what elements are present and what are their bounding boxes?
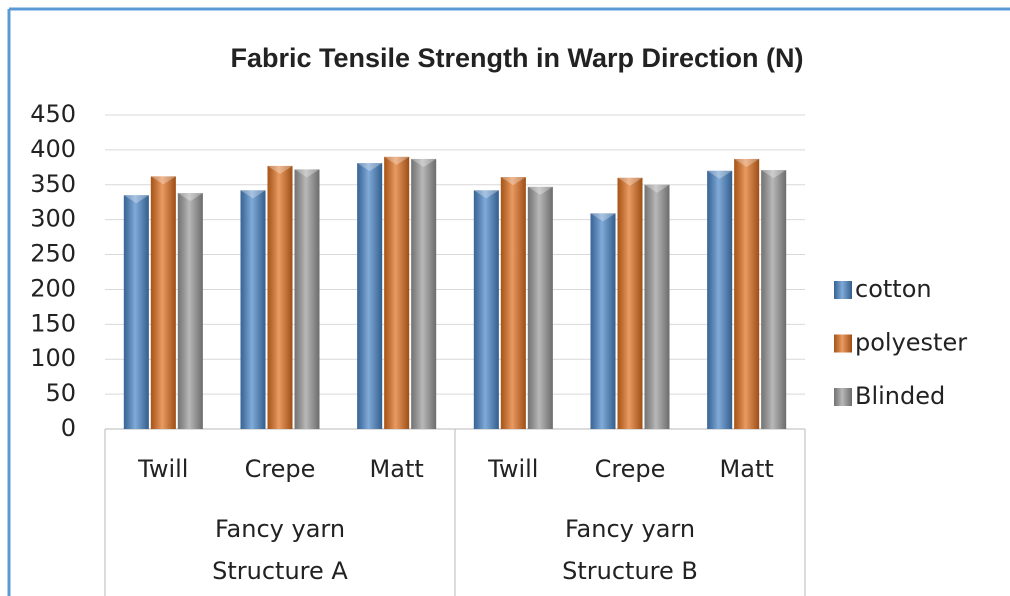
y-tick-label: 150	[30, 309, 76, 337]
bar	[150, 176, 176, 429]
bar	[240, 190, 266, 429]
y-tick-label: 350	[30, 170, 76, 198]
legend-swatch-shine	[834, 334, 852, 353]
legend-swatch-shine	[834, 281, 852, 299]
x-tick-label: Twill	[487, 455, 538, 483]
y-tick-label: 200	[30, 274, 76, 302]
bar-cap	[411, 158, 437, 167]
bar	[707, 170, 733, 430]
legend-swatch-shine	[834, 388, 852, 406]
y-tick-label: 400	[30, 135, 76, 163]
y-tick-label: 300	[30, 205, 76, 233]
bar	[500, 177, 526, 429]
bar-cap	[123, 195, 149, 204]
bar-cap	[761, 170, 787, 179]
bar	[177, 193, 203, 429]
bar-cap	[590, 213, 616, 222]
y-tick-label: 50	[45, 379, 76, 407]
x-tick-label: Matt	[720, 455, 774, 483]
bar-cap	[150, 176, 176, 185]
group-label: Fancy yarn	[215, 515, 345, 543]
group-label: Structure A	[212, 557, 348, 585]
legend-label: Blinded	[855, 382, 945, 410]
y-tick-label: 0	[61, 414, 76, 442]
bar-cap	[267, 165, 293, 174]
y-tick-label: 450	[30, 100, 76, 128]
bar-cap	[294, 169, 320, 178]
bar-cap	[473, 190, 499, 199]
bar	[527, 186, 553, 429]
bar-cap	[734, 158, 760, 167]
bar-cap	[500, 177, 526, 186]
bar	[590, 213, 616, 429]
bar	[267, 165, 293, 429]
bar	[617, 177, 643, 429]
legend-label: polyester	[855, 329, 967, 357]
bar	[357, 163, 383, 429]
group-label: Structure B	[562, 557, 698, 585]
bar	[473, 190, 499, 429]
bar-cap	[707, 170, 733, 179]
x-tick-label: Twill	[137, 455, 188, 483]
x-tick-label: Crepe	[245, 455, 316, 483]
group-label: Fancy yarn	[565, 515, 695, 543]
x-tick-label: Matt	[370, 455, 424, 483]
bar-cap	[617, 177, 643, 186]
bar	[123, 195, 149, 429]
y-tick-label: 250	[30, 240, 76, 268]
x-tick-label: Crepe	[595, 455, 666, 483]
bar	[734, 158, 760, 429]
y-tick-label: 100	[30, 344, 76, 372]
legend-label: cotton	[855, 275, 932, 303]
bar	[294, 169, 320, 429]
bar	[644, 184, 670, 429]
bar	[761, 170, 787, 429]
bar-cap	[384, 156, 410, 165]
chart-title: Fabric Tensile Strength in Warp Directio…	[230, 43, 803, 73]
bar	[411, 158, 437, 429]
bar-cap	[240, 190, 266, 199]
bar	[384, 156, 410, 429]
bar-cap	[527, 186, 553, 195]
bar-cap	[177, 193, 203, 202]
bar-cap	[644, 184, 670, 193]
bar-cap	[357, 163, 383, 172]
